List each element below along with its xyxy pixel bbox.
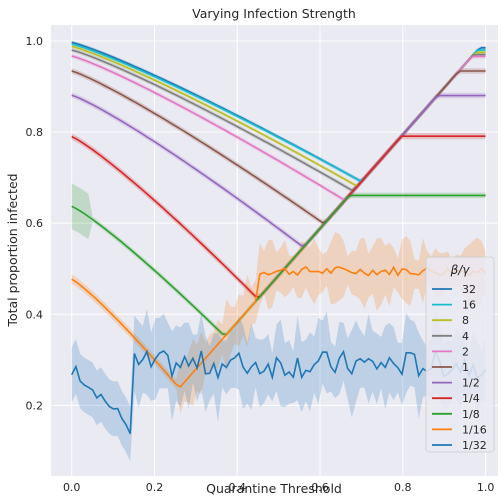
legend-box [425,256,495,453]
x-axis-title: Quarantine Threshold [206,481,342,496]
legend-title: β/γ [450,263,471,277]
x-tick-label: 0.0 [63,481,81,494]
legend-label: 16 [462,299,476,312]
legend-label: 1 [462,361,469,374]
legend-items: 32 16 8 4 2 1 1/2 1/4 1/8 1/16 1/32 [432,283,487,452]
legend-label: 1/16 [462,423,487,436]
y-axis-title: Total proportion infected [5,173,20,327]
legend-label: 1/2 [462,377,480,390]
series-line-1-8 [71,194,486,336]
series-line-1-32 [70,348,487,435]
legend-label: 1/32 [462,439,487,452]
series-line-1-16 [71,265,487,388]
series-line-1-2 [71,94,486,247]
x-tick-label: 0.4 [229,481,247,494]
y-tick-label: 0.8 [26,126,44,139]
legend-label: 8 [462,314,469,327]
y-tick-label: 1.0 [26,35,44,48]
plot-area [51,25,498,476]
y-tick-label: 0.2 [26,399,44,412]
legend-label: 1/4 [462,392,480,405]
y-tick-label: 0.4 [26,308,44,321]
legend-label: 1/8 [462,408,480,421]
chart-title: Varying Infection Strength [192,6,356,21]
band-1-32 [71,308,486,462]
x-tick-labels: 0.0 0.2 0.4 0.6 0.8 1.0 [63,481,494,494]
series-lines [70,41,487,435]
x-tick-label: 0.6 [311,481,329,494]
band-4 [71,47,486,193]
x-tick-label: 1.0 [477,481,495,494]
legend-label: 4 [462,330,469,343]
legend-label: 32 [462,283,476,296]
y-tick-label: 0.6 [26,217,44,230]
x-tick-label: 0.2 [146,481,164,494]
gridlines [51,25,498,476]
x-tick-label: 0.8 [394,481,412,494]
legend: β/γ 32 16 8 4 2 1 1/2 1/4 1/8 1/16 1/32 [425,256,495,453]
band-1-16 [71,232,486,414]
band-1 [71,68,486,226]
y-tick-labels: 0.2 0.4 0.6 0.8 1.0 [26,35,44,412]
confidence-bands [71,40,486,462]
legend-label: 2 [462,345,469,358]
